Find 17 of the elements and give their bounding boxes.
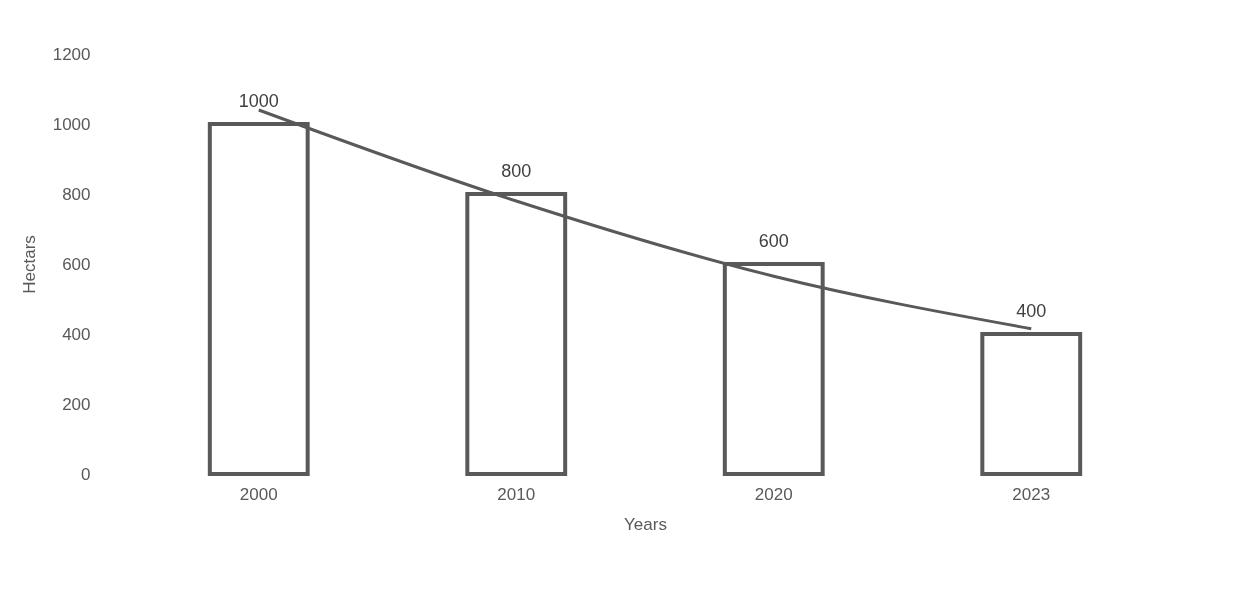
data-label: 1000: [238, 91, 279, 111]
y-tick-label: 0: [81, 464, 91, 484]
data-label: 800: [501, 161, 532, 181]
y-tick-label: 1000: [52, 114, 91, 134]
x-tick-label: 2023: [1012, 484, 1051, 504]
y-tick-label: 1200: [52, 44, 91, 64]
data-label: 600: [758, 231, 789, 251]
y-tick-label: 600: [62, 254, 91, 274]
y-tick-label: 200: [62, 394, 91, 414]
x-tick-label: 2010: [497, 484, 536, 504]
data-label: 400: [1016, 301, 1047, 321]
y-axis-title: Hectars: [19, 235, 39, 294]
y-tick-label: 400: [62, 324, 91, 344]
x-tick-label: 2000: [239, 484, 278, 504]
y-tick-label: 800: [62, 184, 91, 204]
x-axis-title: Years: [624, 514, 667, 534]
x-tick-label: 2020: [754, 484, 793, 504]
